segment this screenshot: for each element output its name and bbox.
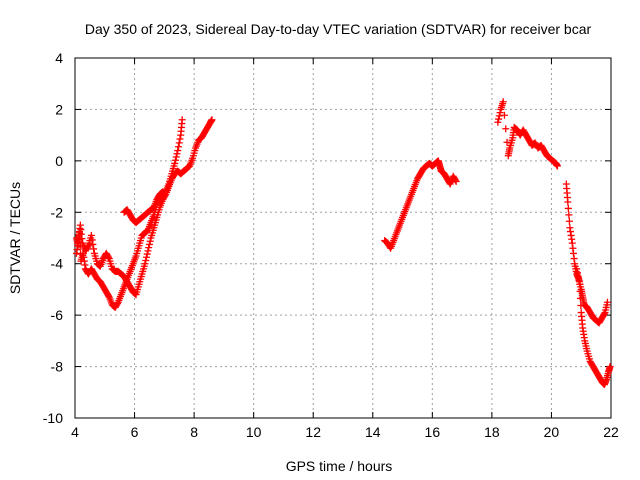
y-tick-label: 0 — [55, 153, 63, 169]
data-point — [174, 143, 182, 151]
data-point — [105, 253, 112, 261]
x-tick-label: 4 — [71, 424, 79, 440]
data-point — [603, 298, 611, 306]
data-points — [72, 98, 614, 389]
data-point — [502, 125, 510, 133]
data-point — [144, 247, 152, 255]
data-point — [500, 111, 508, 119]
series-bcar-track-3 — [120, 188, 167, 227]
data-point — [575, 276, 583, 284]
data-point — [564, 198, 572, 206]
data-point — [576, 287, 584, 295]
y-axis-label: SDTVAR / TECUs — [7, 182, 23, 294]
data-point — [173, 150, 181, 158]
data-point — [174, 147, 182, 155]
y-tick-labels: -10 -8 -6 -4 -2 0 2 4 — [43, 50, 63, 426]
data-point — [574, 273, 582, 281]
y-tick-label: -8 — [51, 359, 64, 375]
x-tick-label: 12 — [305, 424, 321, 440]
data-point — [172, 153, 180, 161]
data-point — [90, 245, 98, 253]
x-tick-label: 16 — [425, 424, 441, 440]
x-tick-labels: 4 6 8 10 12 14 16 18 20 22 — [71, 424, 619, 440]
data-point — [145, 244, 153, 252]
data-point — [576, 280, 584, 288]
data-point — [145, 240, 153, 248]
data-point — [606, 363, 614, 371]
x-tick-label: 8 — [190, 424, 198, 440]
data-point — [577, 302, 585, 309]
x-tick-label: 22 — [603, 424, 619, 440]
data-point — [494, 118, 502, 126]
data-point — [452, 177, 460, 185]
data-point — [451, 176, 459, 184]
data-point — [496, 109, 504, 117]
data-point — [208, 116, 216, 124]
series-bcar-track-2 — [72, 116, 216, 299]
data-point — [495, 115, 503, 123]
y-tick-label: -4 — [51, 256, 64, 272]
series-bcar-track-7 — [573, 265, 614, 389]
data-point — [600, 310, 608, 318]
data-point — [499, 98, 507, 106]
x-tick-label: 18 — [484, 424, 500, 440]
data-point — [574, 269, 581, 277]
chart-title: Day 350 of 2023, Sidereal Day-to-day VTE… — [85, 21, 592, 37]
data-point — [141, 260, 149, 268]
data-point — [564, 204, 572, 212]
y-tick-label: 2 — [55, 101, 63, 117]
data-point — [143, 250, 151, 258]
data-point — [146, 237, 154, 245]
data-point — [553, 162, 561, 170]
x-tick-label: 20 — [544, 424, 560, 440]
data-point — [84, 243, 92, 251]
y-tick-label: 4 — [55, 50, 63, 66]
data-point — [142, 253, 150, 261]
data-point — [105, 292, 112, 300]
series-bcar-track-4 — [381, 157, 460, 252]
data-point — [175, 139, 183, 147]
grid — [75, 58, 611, 418]
data-point — [178, 116, 186, 124]
series-bcar-track-5 — [494, 98, 561, 170]
x-tick-label: 10 — [246, 424, 262, 440]
y-tick-label: -2 — [51, 204, 64, 220]
x-axis-label: GPS time / hours — [286, 458, 393, 474]
data-point — [565, 217, 573, 225]
data-point — [176, 135, 184, 143]
data-point — [576, 294, 584, 302]
x-tick-label: 6 — [131, 424, 139, 440]
y-tick-label: -10 — [43, 410, 63, 426]
ticks — [74, 57, 612, 419]
data-point — [87, 231, 95, 239]
data-point — [171, 159, 179, 167]
data-point — [88, 236, 96, 244]
data-point — [573, 265, 581, 273]
x-tick-label: 14 — [365, 424, 381, 440]
data-point — [565, 211, 573, 219]
data-point — [172, 156, 179, 164]
data-point — [89, 240, 97, 248]
y-tick-label: -6 — [51, 307, 64, 323]
data-point — [159, 188, 167, 196]
data-point — [113, 300, 121, 308]
data-point — [142, 257, 150, 264]
